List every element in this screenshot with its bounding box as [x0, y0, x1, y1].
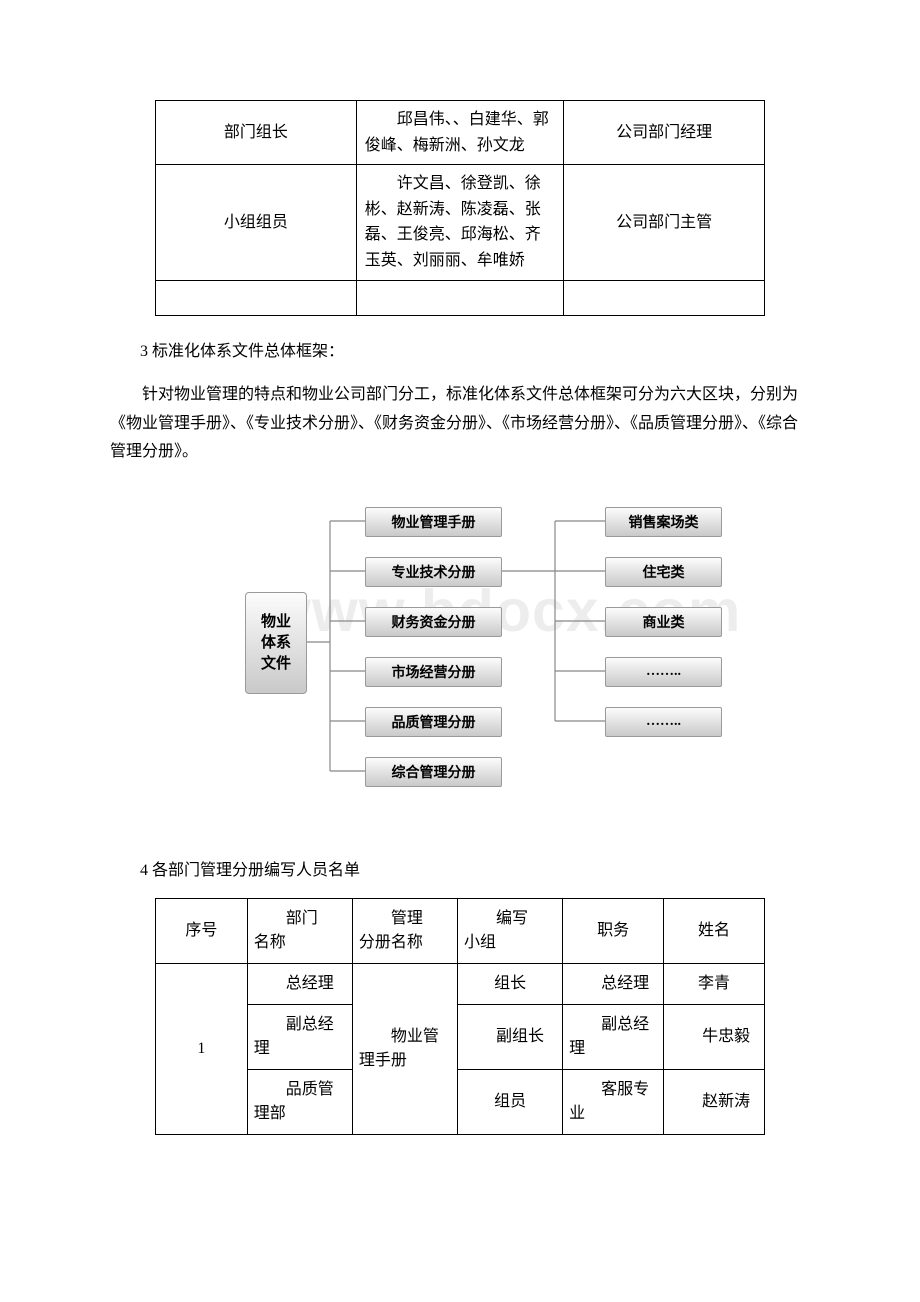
- dept-cell: 总经理: [247, 964, 352, 1005]
- organisation-table: 部门组长 邱昌伟、、白建华、郭俊峰、梅新洲、孙文龙 公司部门经理 小组组员 许文…: [155, 100, 765, 316]
- diagram-mid-node: 品质管理分册: [365, 707, 502, 737]
- name-cell: 赵新涛: [664, 1070, 765, 1135]
- role-cell: 部门组长: [156, 101, 357, 165]
- diagram-right-node: 商业类: [605, 607, 722, 637]
- name-cell: 牛忠毅: [664, 1005, 765, 1070]
- book-cell: 物业管理手册: [352, 964, 457, 1135]
- title-cell: 总经理: [563, 964, 664, 1005]
- th-title: 职务: [563, 899, 664, 964]
- names-cell: 邱昌伟、、白建华、郭俊峰、梅新洲、孙文龙: [356, 101, 563, 165]
- diagram-root-node: 物业 体系 文件: [245, 592, 307, 694]
- position-cell: 公司部门经理: [564, 101, 765, 165]
- title-cell: 客服专业: [563, 1070, 664, 1135]
- diagram-right-node: 销售案场类: [605, 507, 722, 537]
- section-3-paragraph: 针对物业管理的特点和物业公司部门分工，标准化体系文件总体框架可分为六大区块，分别…: [110, 381, 810, 467]
- role-cell: 小组组员: [156, 165, 357, 280]
- empty-cell: [356, 280, 563, 315]
- dept-cell: 副总经理: [247, 1005, 352, 1070]
- team-cell: 副组长: [458, 1005, 563, 1070]
- table-header-row: 序号 部门 名称 管理 分册名称 编写 小组 职务 姓名: [156, 899, 765, 964]
- diagram-right-node: ……..: [605, 657, 722, 687]
- framework-diagram: www.bdocx.com 物业 体系 文件 物业管理手册: [155, 497, 765, 817]
- table-row-empty: [156, 280, 765, 315]
- names-cell: 许文昌、徐登凯、徐彬、赵新涛、陈凌磊、张磊、王俊亮、邱海松、齐玉英、刘丽丽、牟唯…: [356, 165, 563, 280]
- seq-cell: 1: [156, 964, 248, 1135]
- table-row: 副总经理 副组长 副总经理 牛忠毅: [156, 1005, 765, 1070]
- title-cell: 副总经理: [563, 1005, 664, 1070]
- position-cell: 公司部门主管: [564, 165, 765, 280]
- name-cell: 李青: [664, 964, 765, 1005]
- dept-cell: 品质管理部: [247, 1070, 352, 1135]
- diagram-right-node: ……..: [605, 707, 722, 737]
- diagram-mid-node: 物业管理手册: [365, 507, 502, 537]
- table-row: 部门组长 邱昌伟、、白建华、郭俊峰、梅新洲、孙文龙 公司部门经理: [156, 101, 765, 165]
- th-book: 管理 分册名称: [352, 899, 457, 964]
- diagram-right-node: 住宅类: [605, 557, 722, 587]
- diagram-mid-node: 专业技术分册: [365, 557, 502, 587]
- th-dept: 部门 名称: [247, 899, 352, 964]
- team-cell: 组员: [458, 1070, 563, 1135]
- diagram-mid-node: 市场经营分册: [365, 657, 502, 687]
- table-row: 小组组员 许文昌、徐登凯、徐彬、赵新涛、陈凌磊、张磊、王俊亮、邱海松、齐玉英、刘…: [156, 165, 765, 280]
- th-seq: 序号: [156, 899, 248, 964]
- table-row: 1 总经理 物业管理手册 组长 总经理 李青: [156, 964, 765, 1005]
- th-name: 姓名: [664, 899, 765, 964]
- diagram-mid-node: 综合管理分册: [365, 757, 502, 787]
- empty-cell: [564, 280, 765, 315]
- team-cell: 组长: [458, 964, 563, 1005]
- table-row: 品质管理部 组员 客服专业 赵新涛: [156, 1070, 765, 1135]
- th-team: 编写 小组: [458, 899, 563, 964]
- section-3-heading: 3 标准化体系文件总体框架：: [140, 338, 810, 365]
- diagram-mid-node: 财务资金分册: [365, 607, 502, 637]
- empty-cell: [156, 280, 357, 315]
- diagram-root-label: 物业 体系 文件: [261, 612, 291, 675]
- document-page: 部门组长 邱昌伟、、白建华、郭俊峰、梅新洲、孙文龙 公司部门经理 小组组员 许文…: [0, 0, 920, 1302]
- personnel-table: 序号 部门 名称 管理 分册名称 编写 小组 职务 姓名 1 总经理 物业管理手…: [155, 898, 765, 1135]
- section-4-heading: 4 各部门管理分册编写人员名单: [140, 857, 810, 884]
